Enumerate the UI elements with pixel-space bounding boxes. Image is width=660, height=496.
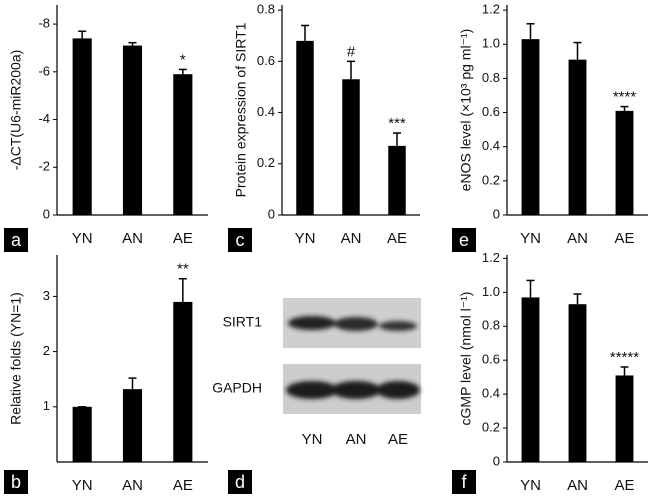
panel-letter-box bbox=[452, 228, 476, 252]
x-tick-label: AN bbox=[567, 477, 588, 494]
y-tick-label: 0.8 bbox=[482, 318, 500, 333]
panel-letter: c bbox=[236, 230, 245, 250]
annotation: * bbox=[180, 51, 186, 68]
y-tick-label: 0.8 bbox=[257, 2, 275, 17]
annotation: *** bbox=[388, 115, 406, 132]
y-tick-label: 1.2 bbox=[482, 250, 500, 265]
x-tick-label: AE bbox=[173, 230, 193, 247]
annotation: # bbox=[347, 43, 356, 60]
panel-letter: d bbox=[235, 472, 245, 492]
y-tick-label: 3 bbox=[43, 288, 50, 303]
y-tick-label: -8 bbox=[38, 16, 50, 31]
bar bbox=[72, 38, 92, 216]
bar bbox=[568, 304, 587, 462]
y-tick-label: 1.2 bbox=[482, 2, 500, 17]
band bbox=[379, 321, 417, 331]
y-axis-label: Protein expression of SIRT1 bbox=[233, 22, 249, 197]
x-tick-label: AE bbox=[614, 230, 634, 247]
y-tick-label: 0 bbox=[268, 206, 275, 221]
y-tick-label: -4 bbox=[38, 111, 50, 126]
x-tick-label: YN bbox=[520, 477, 541, 494]
y-tick-label: 0.6 bbox=[257, 53, 275, 68]
bar bbox=[342, 79, 360, 215]
panel-letter-box bbox=[228, 470, 252, 494]
y-axis-label: eNOS level (×10³ pg ml⁻¹) bbox=[458, 29, 474, 192]
x-tick-label: AN bbox=[567, 230, 588, 247]
lane-label: AE bbox=[388, 431, 408, 448]
panel-letter: f bbox=[461, 472, 467, 492]
y-tick-label: -2 bbox=[38, 159, 50, 174]
bar bbox=[122, 389, 143, 462]
y-axis-label: Relative folds (YN=1) bbox=[8, 292, 24, 425]
lane-label: YN bbox=[302, 431, 323, 448]
bar bbox=[615, 375, 634, 462]
bar bbox=[296, 40, 314, 216]
panel-letter-box bbox=[4, 470, 28, 494]
bar bbox=[615, 110, 634, 215]
bar bbox=[72, 406, 92, 462]
x-tick-label: YN bbox=[72, 230, 93, 247]
panel-letter: b bbox=[11, 472, 21, 492]
blot-bands bbox=[286, 316, 420, 399]
y-tick-label: 0 bbox=[493, 453, 500, 468]
bar bbox=[521, 297, 540, 462]
x-tick-label: AN bbox=[122, 477, 143, 494]
bar bbox=[568, 59, 587, 215]
panel-letter-box bbox=[452, 470, 476, 494]
y-tick-label: 0.4 bbox=[257, 104, 275, 119]
band bbox=[288, 316, 336, 330]
y-tick-label: 1 bbox=[43, 398, 50, 413]
bar bbox=[173, 301, 193, 462]
x-tick-label: AE bbox=[614, 477, 634, 494]
y-tick-label: 0.2 bbox=[482, 420, 500, 435]
y-axis-label: -ΔCT(U6-miR200a) bbox=[8, 50, 24, 171]
y-tick-label: 0 bbox=[43, 206, 50, 221]
row-label: GAPDH bbox=[212, 380, 262, 396]
y-tick-label: 0.2 bbox=[482, 172, 500, 187]
y-tick-label: 1.0 bbox=[482, 36, 500, 51]
y-tick-label: 0.4 bbox=[482, 138, 500, 153]
row-label: SIRT1 bbox=[223, 314, 263, 330]
bar bbox=[521, 39, 540, 215]
x-tick-label: YN bbox=[520, 230, 541, 247]
band bbox=[286, 381, 338, 399]
x-tick-label: AE bbox=[173, 477, 193, 494]
band bbox=[331, 381, 381, 399]
panel-letter: a bbox=[11, 230, 22, 250]
bar bbox=[122, 45, 143, 216]
x-tick-label: AN bbox=[122, 230, 143, 247]
y-tick-label: 0.6 bbox=[482, 352, 500, 367]
y-tick-label: 0 bbox=[493, 206, 500, 221]
panel-letter-box bbox=[4, 228, 28, 252]
x-tick-label: YN bbox=[295, 230, 316, 247]
annotation: **** bbox=[613, 89, 637, 106]
annotation: ** bbox=[177, 261, 189, 278]
y-tick-label: 0.6 bbox=[482, 104, 500, 119]
y-tick-label: 0.4 bbox=[482, 386, 500, 401]
annotation: ***** bbox=[610, 349, 639, 366]
y-axis-label: cGMP level (nmol l⁻¹) bbox=[458, 292, 474, 426]
panel-letter: e bbox=[459, 230, 469, 250]
y-tick-label: -6 bbox=[38, 63, 50, 78]
panel-letter-box bbox=[228, 228, 252, 252]
band bbox=[334, 317, 378, 331]
bar bbox=[388, 145, 406, 215]
x-tick-label: AE bbox=[387, 230, 407, 247]
lane-label: AN bbox=[346, 431, 367, 448]
x-tick-label: AN bbox=[341, 230, 362, 247]
y-tick-label: 0.8 bbox=[482, 70, 500, 85]
x-tick-label: YN bbox=[72, 477, 93, 494]
y-tick-label: 1.0 bbox=[482, 284, 500, 299]
band bbox=[376, 381, 420, 399]
y-tick-label: 0.2 bbox=[257, 155, 275, 170]
y-tick-label: 2 bbox=[43, 343, 50, 358]
bar bbox=[173, 74, 193, 215]
